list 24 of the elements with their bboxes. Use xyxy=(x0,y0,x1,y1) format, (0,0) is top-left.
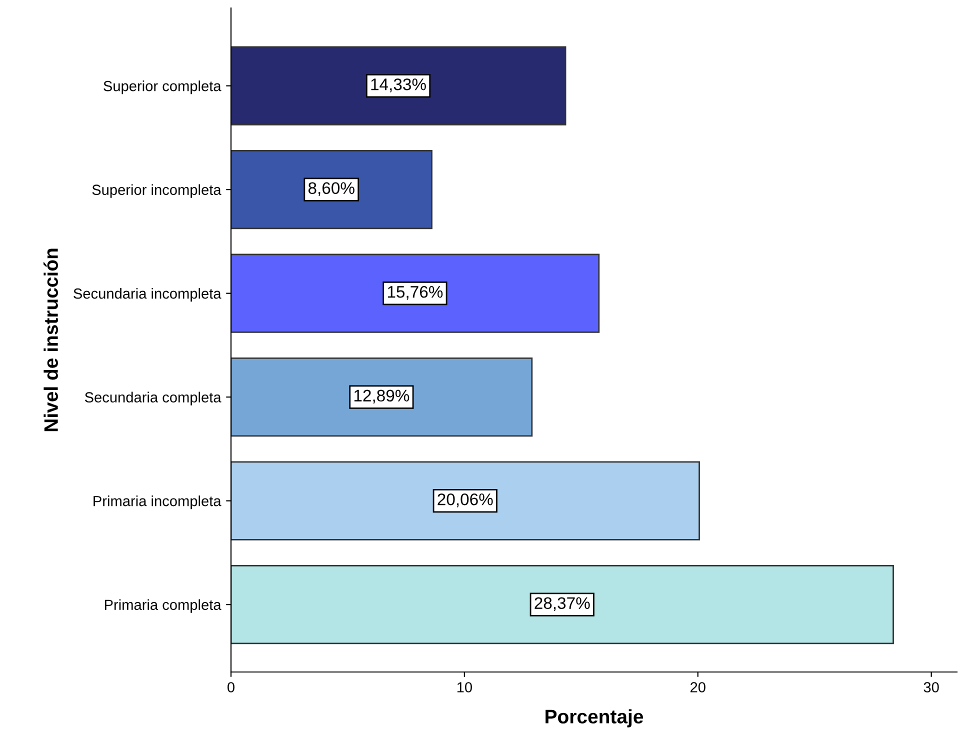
x-tick-label: 20 xyxy=(690,682,706,692)
data-label: 15,76% xyxy=(388,286,443,300)
y-tick-label: Secundaria completa xyxy=(84,392,222,406)
bar xyxy=(231,254,600,333)
y-axis-title: Nivel de instrucción xyxy=(44,248,58,432)
bar xyxy=(231,461,700,540)
data-label: 8,60% xyxy=(308,182,354,196)
y-tick-label: Secundaria incompleta xyxy=(74,288,222,302)
bar xyxy=(231,46,566,126)
bar xyxy=(231,150,432,230)
bar xyxy=(231,357,533,437)
data-label: 12,89% xyxy=(354,390,410,404)
bar xyxy=(231,564,894,644)
x-tick-label: 30 xyxy=(924,682,939,692)
x-tick-label: 0 xyxy=(228,682,234,692)
y-tick-label: Superior incompleta xyxy=(92,184,222,198)
y-tick-label: Primaria completa xyxy=(104,599,222,613)
data-label: 14,33% xyxy=(371,78,426,92)
y-tick-label: Primaria incompleta xyxy=(94,496,222,510)
data-label: 28,37% xyxy=(534,597,590,612)
x-tick-label: 10 xyxy=(457,682,472,692)
x-axis-title: Porcentaje xyxy=(546,709,644,728)
y-tick-label: Superior completa xyxy=(104,80,222,94)
data-label: 20,06% xyxy=(438,493,493,508)
